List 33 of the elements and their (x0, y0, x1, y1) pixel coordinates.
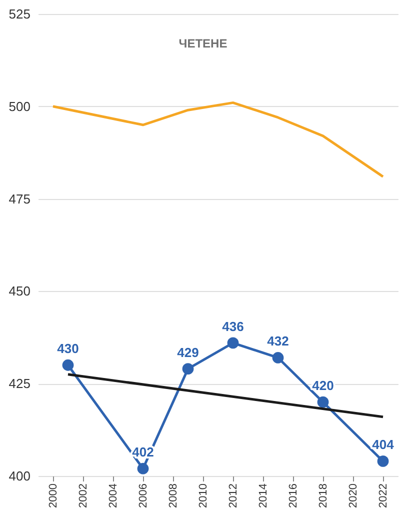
data-label: 420 (312, 378, 334, 394)
point (377, 456, 389, 467)
y-tick-label: 525 (8, 6, 30, 22)
y-tick-label: 450 (8, 284, 30, 299)
y-tick-label: 500 (8, 98, 30, 114)
point (227, 337, 239, 349)
data-label: 432 (267, 334, 289, 349)
data-label: 404 (372, 437, 395, 452)
x-tick-label: 2018 (318, 484, 330, 508)
y-tick-label: 425 (8, 376, 30, 392)
x-tick-label: 2014 (258, 484, 270, 508)
text: ЧЕТЕНЕ (178, 36, 228, 51)
point (317, 396, 329, 408)
x-tick-label: 2020 (348, 484, 360, 508)
data-label: 429 (177, 344, 199, 360)
x-tick-label: 2002 (78, 484, 90, 508)
y-tick-label: 475 (8, 191, 30, 206)
point (62, 359, 74, 371)
line-series (52, 101, 384, 178)
x-tick-label: 2006 (138, 484, 150, 508)
data-label: 430 (57, 341, 79, 356)
y-tick-label: 400 (8, 468, 30, 484)
x-tick-label: 2008 (168, 484, 180, 508)
x-tick-label: 2016 (288, 484, 300, 508)
point (182, 363, 194, 375)
point (272, 352, 284, 364)
x-tick-label: 2010 (198, 484, 210, 508)
point (137, 462, 149, 474)
x-tick-label: 2000 (48, 484, 60, 508)
data-label: 436 (222, 318, 244, 334)
x-tick-label: 2012 (228, 484, 240, 508)
x-tick-label: 2004 (108, 484, 120, 508)
x-tick-label: 2022 (378, 484, 390, 508)
